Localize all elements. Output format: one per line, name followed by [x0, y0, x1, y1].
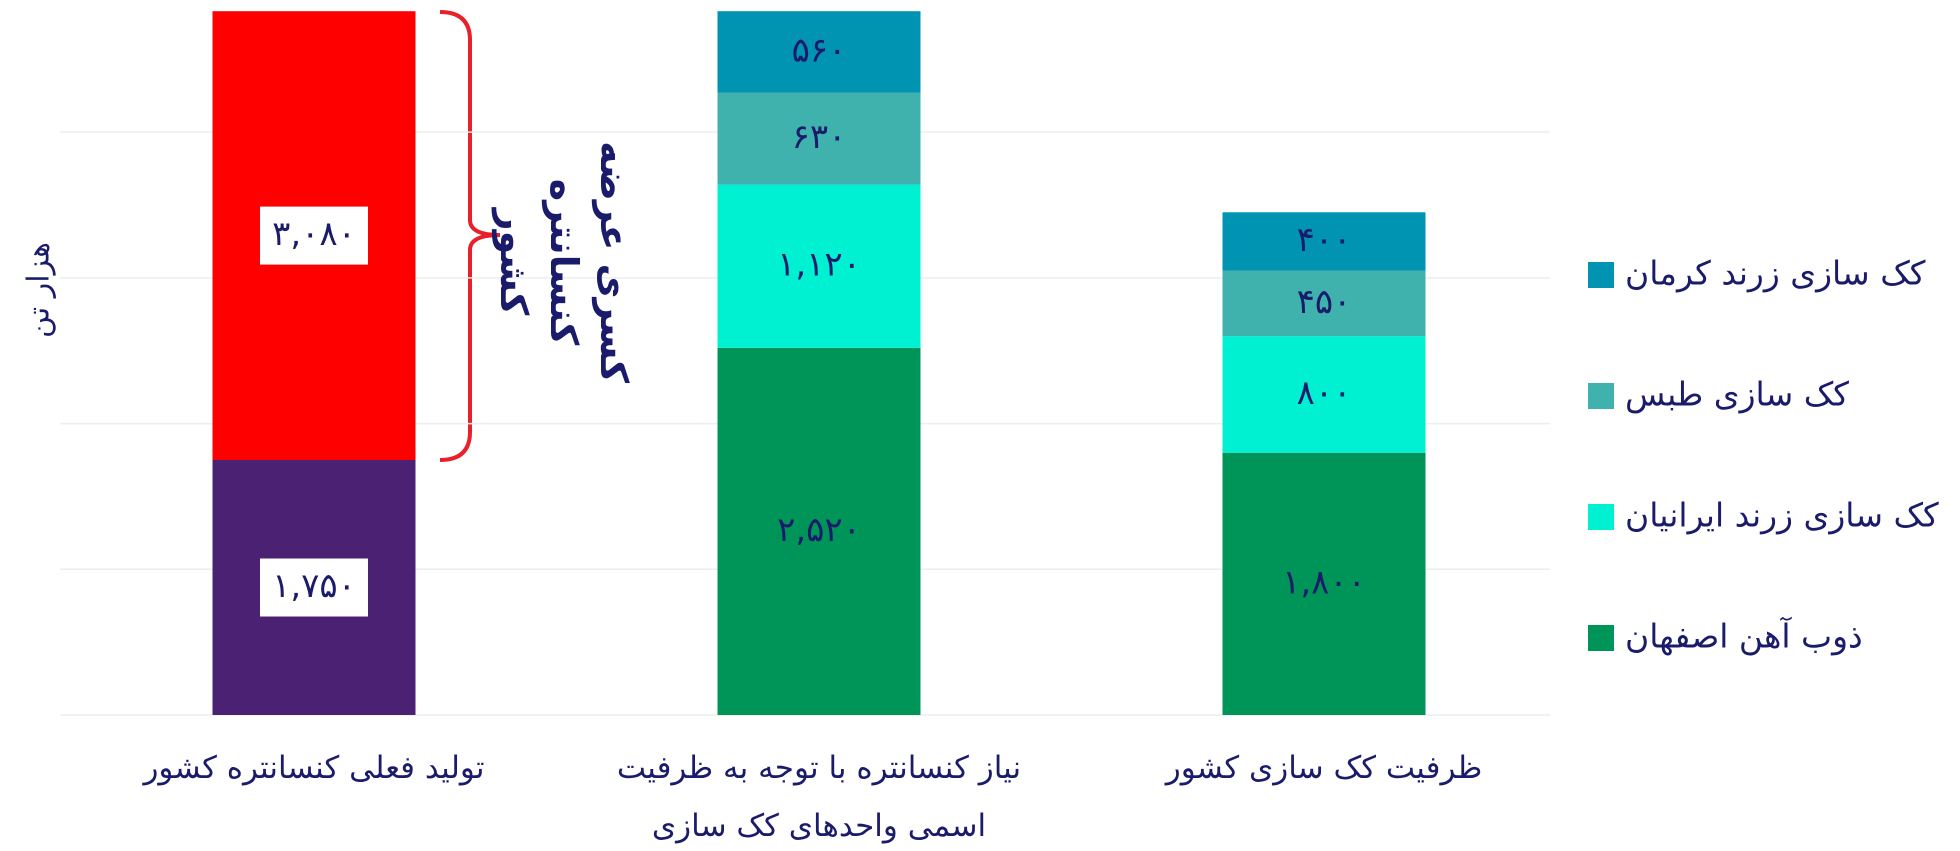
bar-segment — [1222, 270, 1426, 337]
bar-segment — [717, 11, 921, 93]
label-box — [260, 206, 368, 265]
legend-label: کک سازی زرند کرمان — [1625, 254, 1926, 293]
x-tick-label: ظرفیت کک سازی کشور — [1164, 750, 1483, 786]
value-label: ۴۰۰ — [1297, 220, 1352, 260]
value-label: ۱,۱۲۰ — [777, 245, 861, 285]
value-label: ۱,۷۵۰ — [272, 566, 356, 606]
label-box — [260, 558, 368, 617]
legend-label: کک سازی زرند ایرانیان — [1625, 496, 1939, 535]
x-tick-label: تولید فعلی کنسانتره کشور — [141, 750, 484, 786]
x-tick-label: نیاز کنسانتره با توجه به ظرفیت اسمی واحده… — [617, 750, 1021, 844]
brace — [439, 10, 501, 462]
legend-swatch — [1588, 262, 1614, 288]
bar-segment — [1222, 212, 1426, 271]
value-label: ۶۳۰ — [792, 117, 847, 157]
legend-swatch — [1588, 504, 1614, 530]
value-label: ۱,۸۰۰ — [1282, 562, 1366, 602]
value-label: ۵۶۰ — [792, 31, 847, 71]
annotation: کسری عرضهکنسانترهکشور — [493, 141, 637, 384]
bar-segment — [717, 92, 921, 185]
bar-segment — [1222, 336, 1426, 453]
bar-segment — [717, 347, 921, 715]
y-axis-label: هزار تن — [22, 242, 57, 338]
bar-segment — [717, 184, 921, 348]
value-label: ۳,۰۸۰ — [272, 214, 356, 254]
value-label: ۴۵۰ — [1297, 282, 1352, 322]
bar-segment — [1222, 452, 1426, 715]
value-label: ۲,۵۲۰ — [777, 510, 861, 550]
legend-swatch — [1588, 625, 1614, 651]
legend-swatch — [1588, 383, 1614, 409]
value-label: ۸۰۰ — [1297, 373, 1352, 413]
legend-label: کک سازی طبس — [1625, 375, 1849, 414]
legend-label: ذوب آهن اصفهان — [1625, 617, 1863, 656]
